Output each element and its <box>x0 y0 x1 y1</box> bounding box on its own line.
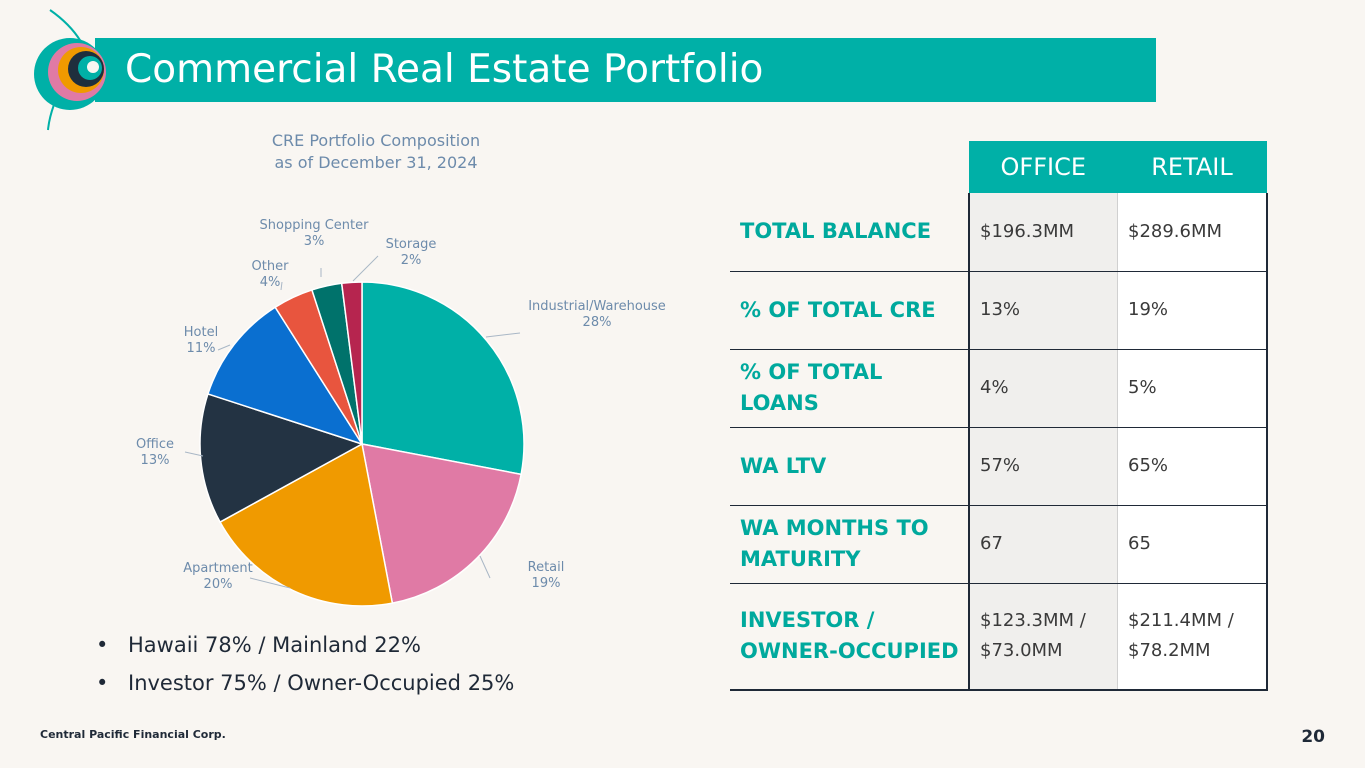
leader-line <box>352 255 379 282</box>
company-logo-icon <box>34 9 106 131</box>
pie-label-value: 3% <box>304 234 325 249</box>
pie-label-category: Shopping Center <box>260 218 370 233</box>
retail-value: 65 <box>1117 505 1268 584</box>
table-row: TOTAL BALANCE $196.3MM $289.6MM <box>730 193 1268 272</box>
pie-slice-hotel <box>206 306 364 446</box>
bullet-item: • Hawaii 78% / Mainland 22% <box>96 633 421 657</box>
office-value: 67 <box>968 505 1118 584</box>
table-row: WA LTV 57% 65% <box>730 427 1268 506</box>
row-label: WA MONTHS TO MATURITY <box>730 505 969 584</box>
pie-label-value: 20% <box>204 577 233 592</box>
table-row: % OF TOTAL CRE 13% 19% <box>730 271 1268 350</box>
pie-label-value: 2% <box>401 253 422 268</box>
pie-label-value: 13% <box>141 453 170 468</box>
chart-title: CRE Portfolio Composition as of December… <box>236 130 516 174</box>
leader-line <box>217 344 231 351</box>
bullet-text: Investor 75% / Owner-Occupied 25% <box>128 671 515 695</box>
bullet-text: Hawaii 78% / Mainland 22% <box>128 633 421 657</box>
pie-label-category: Storage <box>386 237 437 252</box>
table-row: WA MONTHS TO MATURITY 67 65 <box>730 505 1268 584</box>
pie-label-value: 28% <box>583 315 612 330</box>
summary-bullets: • Hawaii 78% / Mainland 22% • Investor 75%… <box>96 626 514 702</box>
column-header-office: OFFICE <box>969 141 1118 193</box>
row-label: % OF TOTAL LOANS <box>730 349 969 428</box>
pie-slice-apartment <box>219 442 394 607</box>
leader-line <box>485 332 521 338</box>
leader-line <box>280 281 283 291</box>
office-value: 57% <box>968 427 1118 506</box>
retail-value: $289.6MM <box>1117 193 1268 272</box>
table-header-blank <box>730 141 969 193</box>
page-title: Commercial Real Estate Portfolio <box>125 47 764 92</box>
table-header-row: OFFICE RETAIL <box>730 141 1267 193</box>
chart-title-line-1: CRE Portfolio Composition <box>271 131 481 150</box>
pie-label-value: 4% <box>260 275 281 290</box>
page-number: 20 <box>1301 727 1325 747</box>
pie-slice-industrial-warehouse <box>361 281 525 476</box>
leader-line <box>249 577 291 589</box>
retail-value: $211.4MM / $78.2MM <box>1117 583 1268 691</box>
title-bar <box>95 38 1156 102</box>
chart-title-line-2: as of December 31, 2024 <box>274 153 478 172</box>
pie-label-category: Other <box>252 259 290 274</box>
pie-label-category: Industrial/Warehouse <box>528 299 666 314</box>
pie-slice-office <box>199 392 364 524</box>
bullet-item: • Investor 75% / Owner-Occupied 25% <box>96 671 515 695</box>
retail-value: 5% <box>1117 349 1268 428</box>
pie-label-category: Apartment <box>183 561 253 576</box>
row-label: % OF TOTAL CRE <box>730 271 969 350</box>
leader-line <box>479 555 491 579</box>
pie-label-value: 19% <box>532 576 561 591</box>
retail-value: 19% <box>1117 271 1268 350</box>
pie-label-category: Retail <box>528 560 565 575</box>
office-value: $123.3MM / $73.0MM <box>968 583 1118 691</box>
pie-label-value: 11% <box>187 341 216 356</box>
pie-slice-storage <box>340 281 363 445</box>
table-row: INVESTOR / OWNER-OCCUPIED $123.3MM / $73… <box>730 583 1268 691</box>
pie-slice-retail <box>361 443 523 605</box>
row-label: WA LTV <box>730 427 969 506</box>
row-label: TOTAL BALANCE <box>730 193 969 272</box>
table-row: % OF TOTAL LOANS 4% 5% <box>730 349 1268 428</box>
office-value: 4% <box>968 349 1118 428</box>
pie-label-category: Hotel <box>184 325 218 340</box>
office-value: $196.3MM <box>968 193 1118 272</box>
footer-company-name: Central Pacific Financial Corp. <box>40 728 226 741</box>
office-retail-table: OFFICE RETAIL TOTAL BALANCE $196.3MM $28… <box>730 141 1268 691</box>
column-header-retail: RETAIL <box>1117 141 1267 193</box>
retail-value: 65% <box>1117 427 1268 506</box>
row-label: INVESTOR / OWNER-OCCUPIED <box>730 583 969 691</box>
office-value: 13% <box>968 271 1118 350</box>
leader-line <box>184 451 204 457</box>
pie-label-category: Office <box>136 437 174 452</box>
